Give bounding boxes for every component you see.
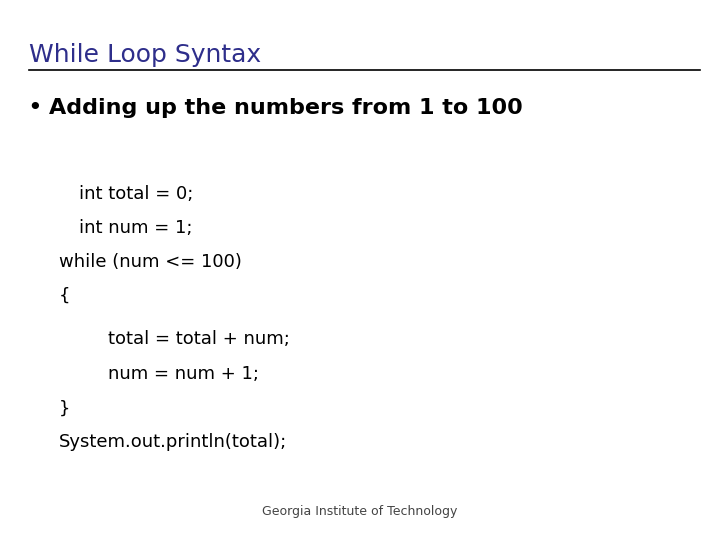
Text: while (num <= 100): while (num <= 100) xyxy=(59,253,242,272)
Text: •: • xyxy=(27,96,42,120)
Text: }: } xyxy=(59,399,71,417)
Text: Adding up the numbers from 1 to 100: Adding up the numbers from 1 to 100 xyxy=(49,98,523,118)
Text: num = num + 1;: num = num + 1; xyxy=(108,364,259,383)
Text: int num = 1;: int num = 1; xyxy=(79,219,193,237)
Text: total = total + num;: total = total + num; xyxy=(108,330,290,348)
Text: System.out.println(total);: System.out.println(total); xyxy=(59,433,287,451)
Text: While Loop Syntax: While Loop Syntax xyxy=(29,43,261,67)
Text: int total = 0;: int total = 0; xyxy=(79,185,194,204)
Text: {: { xyxy=(59,287,71,305)
Text: Georgia Institute of Technology: Georgia Institute of Technology xyxy=(262,505,458,518)
